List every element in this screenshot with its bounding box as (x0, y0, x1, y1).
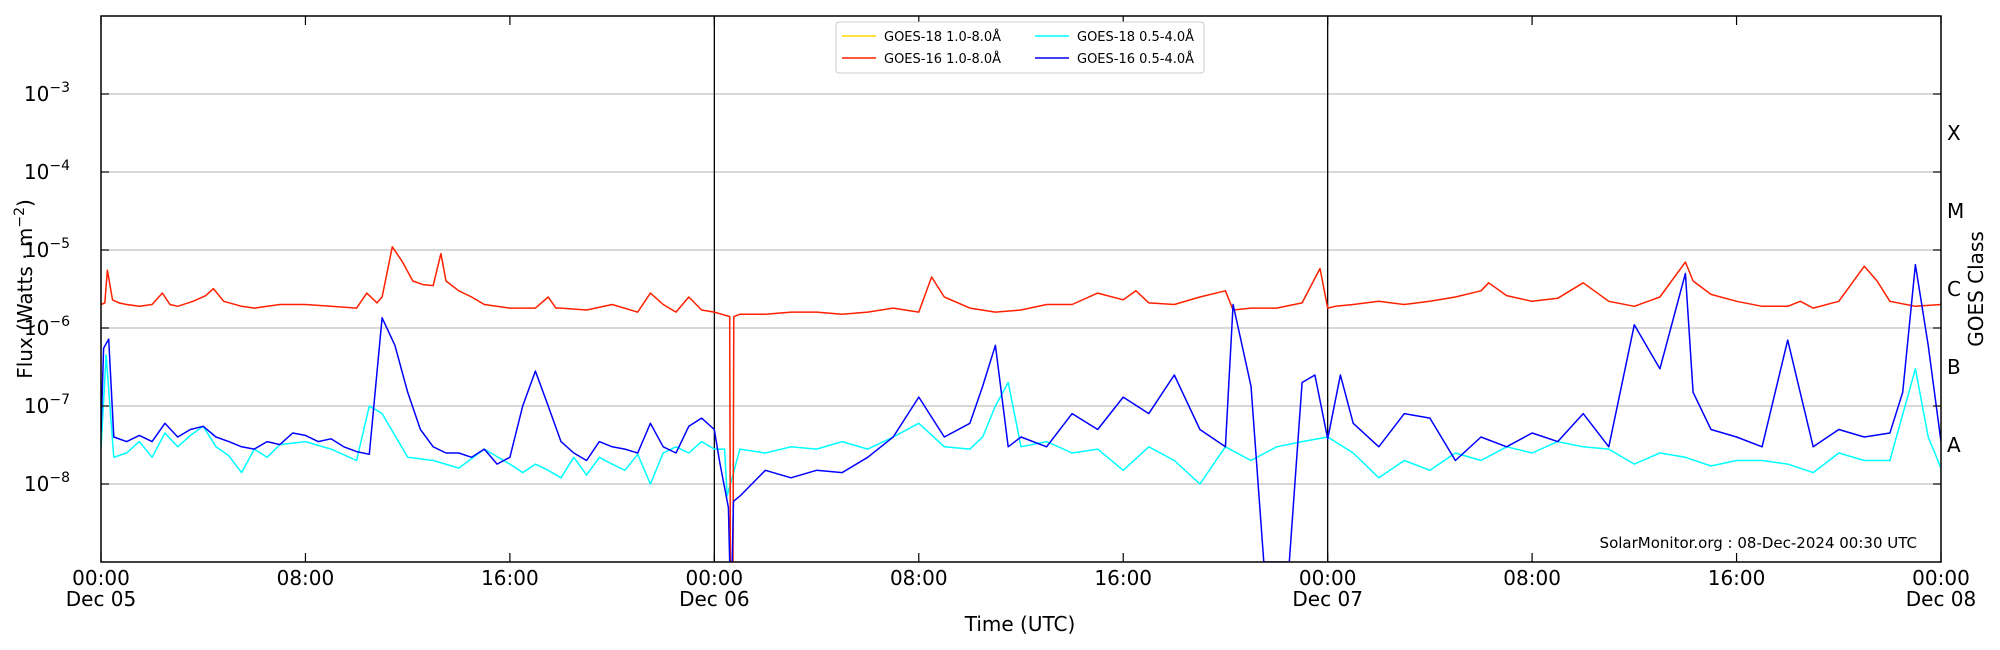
x-tick-date: Dec 05 (66, 587, 137, 611)
source-annotation: SolarMonitor.org : 08-Dec-2024 00:30 UTC (1600, 534, 1917, 552)
goes-class-label: X (1947, 121, 1961, 145)
x-tick-time: 16:00 (1094, 566, 1152, 590)
x-tick-time: 00:00 (1299, 566, 1357, 590)
y2-axis-title: GOES Class (1964, 231, 1988, 347)
y-tick-base: 10 (24, 160, 49, 184)
y-tick-base: 10 (24, 472, 49, 496)
y-tick-label: 10−4 (24, 158, 70, 184)
y-tick-label: 10−6 (24, 314, 70, 340)
y-tick-exponent: −6 (49, 314, 70, 330)
x-tick-date: Dec 08 (1906, 587, 1977, 611)
plot-area (101, 246, 1941, 562)
y-tick-exponent: −5 (49, 236, 70, 252)
y-tick-base: 10 (24, 316, 49, 340)
y-tick-exponent: −8 (49, 470, 70, 486)
legend-entry: GOES-18 0.5-4.0Å (1077, 29, 1194, 45)
y-tick-label: 10−7 (24, 392, 70, 418)
legend-entry: GOES-16 1.0-8.0Å (884, 51, 1001, 67)
goes-class-label: C (1947, 277, 1961, 301)
goes-class-label: B (1947, 355, 1961, 379)
y-tick-label: 10−8 (24, 470, 70, 496)
x-tick-time: 16:00 (481, 566, 539, 590)
series-lines (101, 246, 1941, 562)
legend-box (835, 21, 1205, 74)
y-axis-title: Flux (Watts · m−2) (12, 199, 37, 379)
goes-class-label: A (1947, 433, 1961, 457)
y-tick-exponent: −4 (49, 158, 70, 174)
x-tick-time: 08:00 (890, 566, 948, 590)
x-axis-title: Time (UTC) (964, 612, 1076, 636)
y-tick-exponent: −3 (49, 80, 70, 96)
y-tick-base: 10 (24, 82, 49, 106)
y-tick-exponent: −7 (49, 392, 70, 408)
y-axis-title-end: ) (13, 199, 37, 207)
x-tick-time: 00:00 (686, 566, 744, 590)
legend: GOES-18 1.0-8.0Å GOES-16 1.0-8.0Å GOES-18 … (835, 21, 1205, 74)
y-tick-base: 10 (24, 394, 49, 418)
grid-lines (101, 93, 1941, 485)
day-dividers (713, 16, 1329, 562)
x-tick-date: Dec 06 (679, 587, 750, 611)
legend-entry: GOES-16 0.5-4.0Å (1077, 51, 1194, 67)
legend-entry: GOES-18 1.0-8.0Å (884, 29, 1001, 45)
series-line (101, 246, 1941, 562)
y-axis-title-main: Flux (Watts · m (13, 228, 37, 379)
y-axis: 10−810−710−610−510−410−3 (24, 80, 1941, 496)
plot-frame (100, 15, 1942, 563)
y-axis-title-sup: −2 (12, 207, 28, 228)
x-tick-time: 08:00 (277, 566, 335, 590)
x-tick-time: 00:00 (72, 566, 130, 590)
series-line (101, 263, 1941, 562)
x-tick-time: 08:00 (1503, 566, 1561, 590)
series-line (101, 354, 1941, 497)
y-tick-base: 10 (24, 238, 49, 262)
x-tick-time: 00:00 (1912, 566, 1970, 590)
x-tick-date: Dec 07 (1292, 587, 1363, 611)
y-tick-label: 10−3 (24, 80, 70, 106)
goes-class-label: M (1947, 199, 1964, 223)
x-tick-time: 16:00 (1708, 566, 1766, 590)
goes-class-axis: A B C M X (1947, 121, 1964, 457)
y-tick-label: 10−5 (24, 236, 70, 262)
